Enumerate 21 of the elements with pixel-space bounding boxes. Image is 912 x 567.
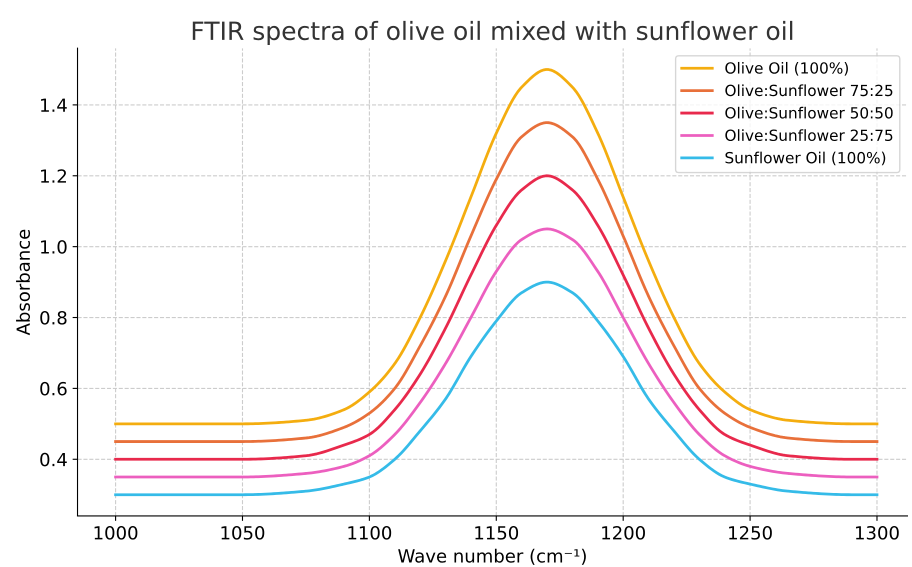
x-tick-label: 1100 — [348, 526, 392, 540]
legend-label: Olive Oil (100%) — [725, 62, 848, 76]
chart-title: FTIR spectra of olive oil mixed with sunflower oil — [192, 20, 792, 46]
legend-label: Olive:Sunflower 25:75 — [725, 129, 892, 142]
x-tick-label: 1300 — [856, 526, 899, 540]
y-tick-label: 1.2 — [41, 169, 66, 183]
y-tick-label: 1.4 — [41, 98, 67, 112]
x-tick-label: 1050 — [221, 526, 264, 540]
y-tick-label: 0.8 — [40, 310, 67, 325]
x-tick-label: 1200 — [602, 526, 645, 540]
y-tick-label: 1.0 — [41, 240, 67, 254]
x-tick-label: 1000 — [94, 526, 138, 540]
x-tick-label: 1150 — [475, 526, 518, 540]
x-axis-title: Wave number (cm⁻¹) — [398, 548, 586, 565]
y-tick-label: 0.6 — [40, 382, 67, 396]
legend-label: Olive:Sunflower 75:25 — [725, 84, 892, 96]
y-axis-title: Absorbance — [16, 230, 30, 336]
legend-label: Olive:Sunflower 50:50 — [725, 106, 893, 119]
x-tick-label: 1250 — [729, 526, 772, 540]
y-tick-label: 0.4 — [40, 452, 67, 466]
legend-label: Sunflower Oil (100%) — [726, 152, 886, 166]
